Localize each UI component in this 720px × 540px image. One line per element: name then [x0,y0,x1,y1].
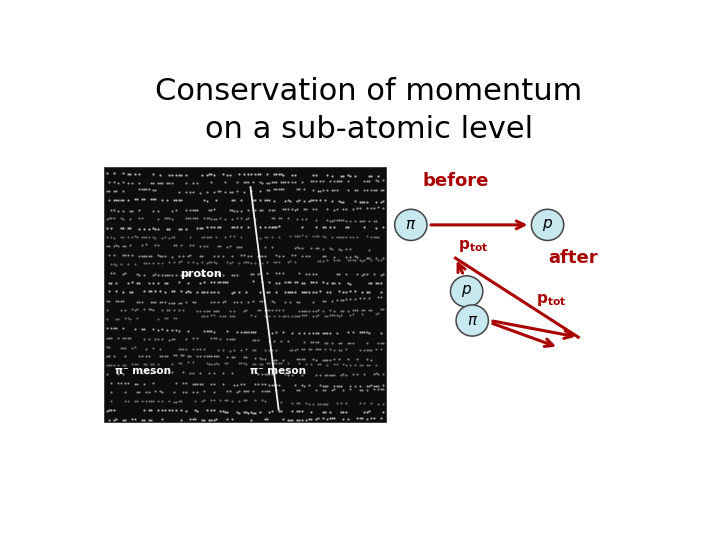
Text: $\mathbf{p}_{\mathbf{tot}}$: $\mathbf{p}_{\mathbf{tot}}$ [536,292,567,308]
Ellipse shape [451,276,483,307]
Text: Conservation of momentum
on a sub-atomic level: Conservation of momentum on a sub-atomic… [156,77,582,145]
Text: $p$: $p$ [461,284,472,299]
Ellipse shape [531,210,564,240]
Ellipse shape [456,305,488,336]
Bar [104,167,386,422]
Text: $\mathbf{p}_{\mathbf{tot}}$: $\mathbf{p}_{\mathbf{tot}}$ [459,238,489,254]
Text: π⁻ meson: π⁻ meson [251,366,307,376]
Text: proton: proton [180,268,222,279]
Ellipse shape [395,210,427,240]
Text: $\pi$: $\pi$ [467,314,478,328]
Text: π⁻ meson: π⁻ meson [115,366,171,376]
Text: $p$: $p$ [542,217,553,233]
Text: after: after [548,249,598,267]
Text: before: before [423,172,489,190]
Text: $\pi$: $\pi$ [405,218,417,232]
